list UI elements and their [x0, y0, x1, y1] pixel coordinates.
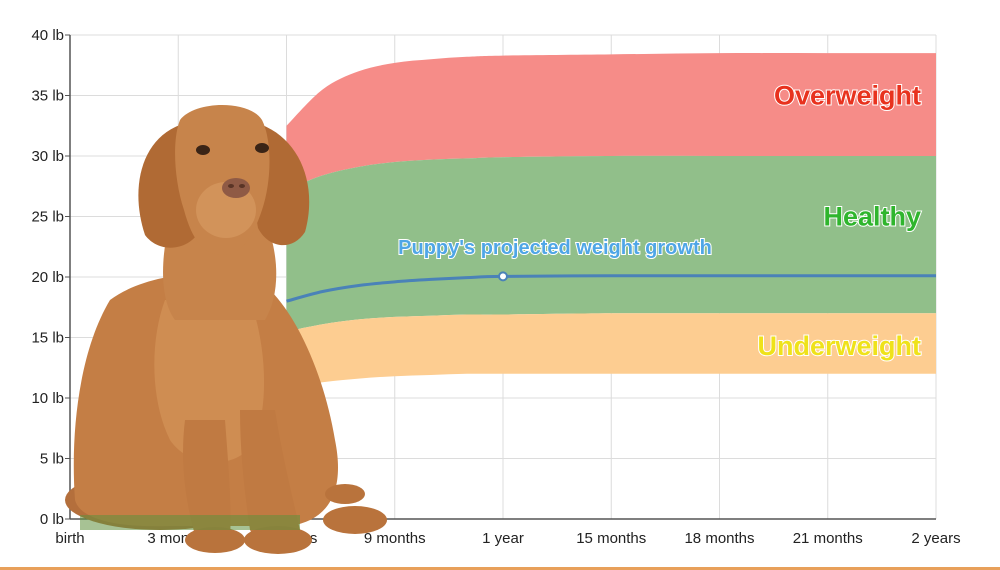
y-tick-label: 15 lb	[31, 330, 64, 347]
y-tick-label: 30 lb	[31, 148, 64, 165]
x-tick-label: 21 months	[793, 530, 863, 547]
x-tick-label: 1 year	[482, 530, 524, 547]
y-tick-label: 35 lb	[31, 88, 64, 105]
band-overweight	[286, 53, 936, 190]
band-label-underweight: Underweight	[757, 331, 921, 361]
y-tick-label: 25 lb	[31, 209, 64, 226]
y-tick-label: 0 lb	[40, 511, 64, 528]
band-label-healthy: Healthy	[823, 202, 921, 232]
projected-weight-series	[286, 271, 936, 303]
band-underweight	[286, 313, 936, 389]
x-tick-label: 15 months	[576, 530, 646, 547]
y-tick-label: 10 lb	[31, 390, 64, 407]
band-labels: Overweight Healthy Underweight Puppy's proj…	[397, 80, 922, 362]
weight-bands	[286, 53, 936, 389]
band-label-overweight: Overweight	[774, 81, 921, 111]
x-tick-label: 9 months	[364, 530, 426, 547]
x-tick-label: 18 months	[684, 530, 754, 547]
y-tick-label: 20 lb	[31, 269, 64, 286]
puppy-photo	[65, 105, 387, 554]
series-marker	[498, 271, 508, 282]
x-tick-label: 2 years	[911, 530, 960, 547]
y-tick-label: 5 lb	[40, 451, 64, 468]
y-tick-label: 40 lb	[31, 27, 64, 44]
bottom-rule	[0, 567, 1000, 570]
series-label: Puppy's projected weight growth	[398, 237, 712, 259]
series-line	[286, 274, 936, 303]
x-tick-label: birth	[55, 530, 84, 547]
band-healthy	[286, 155, 936, 332]
